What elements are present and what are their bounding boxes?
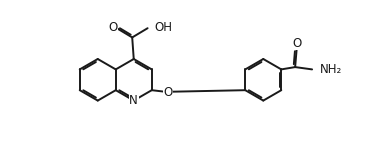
Text: NH₂: NH₂ — [320, 63, 342, 76]
Text: O: O — [108, 21, 117, 34]
Text: O: O — [163, 86, 172, 99]
Text: O: O — [292, 37, 301, 50]
Text: N: N — [129, 94, 138, 107]
Text: OH: OH — [154, 21, 172, 34]
